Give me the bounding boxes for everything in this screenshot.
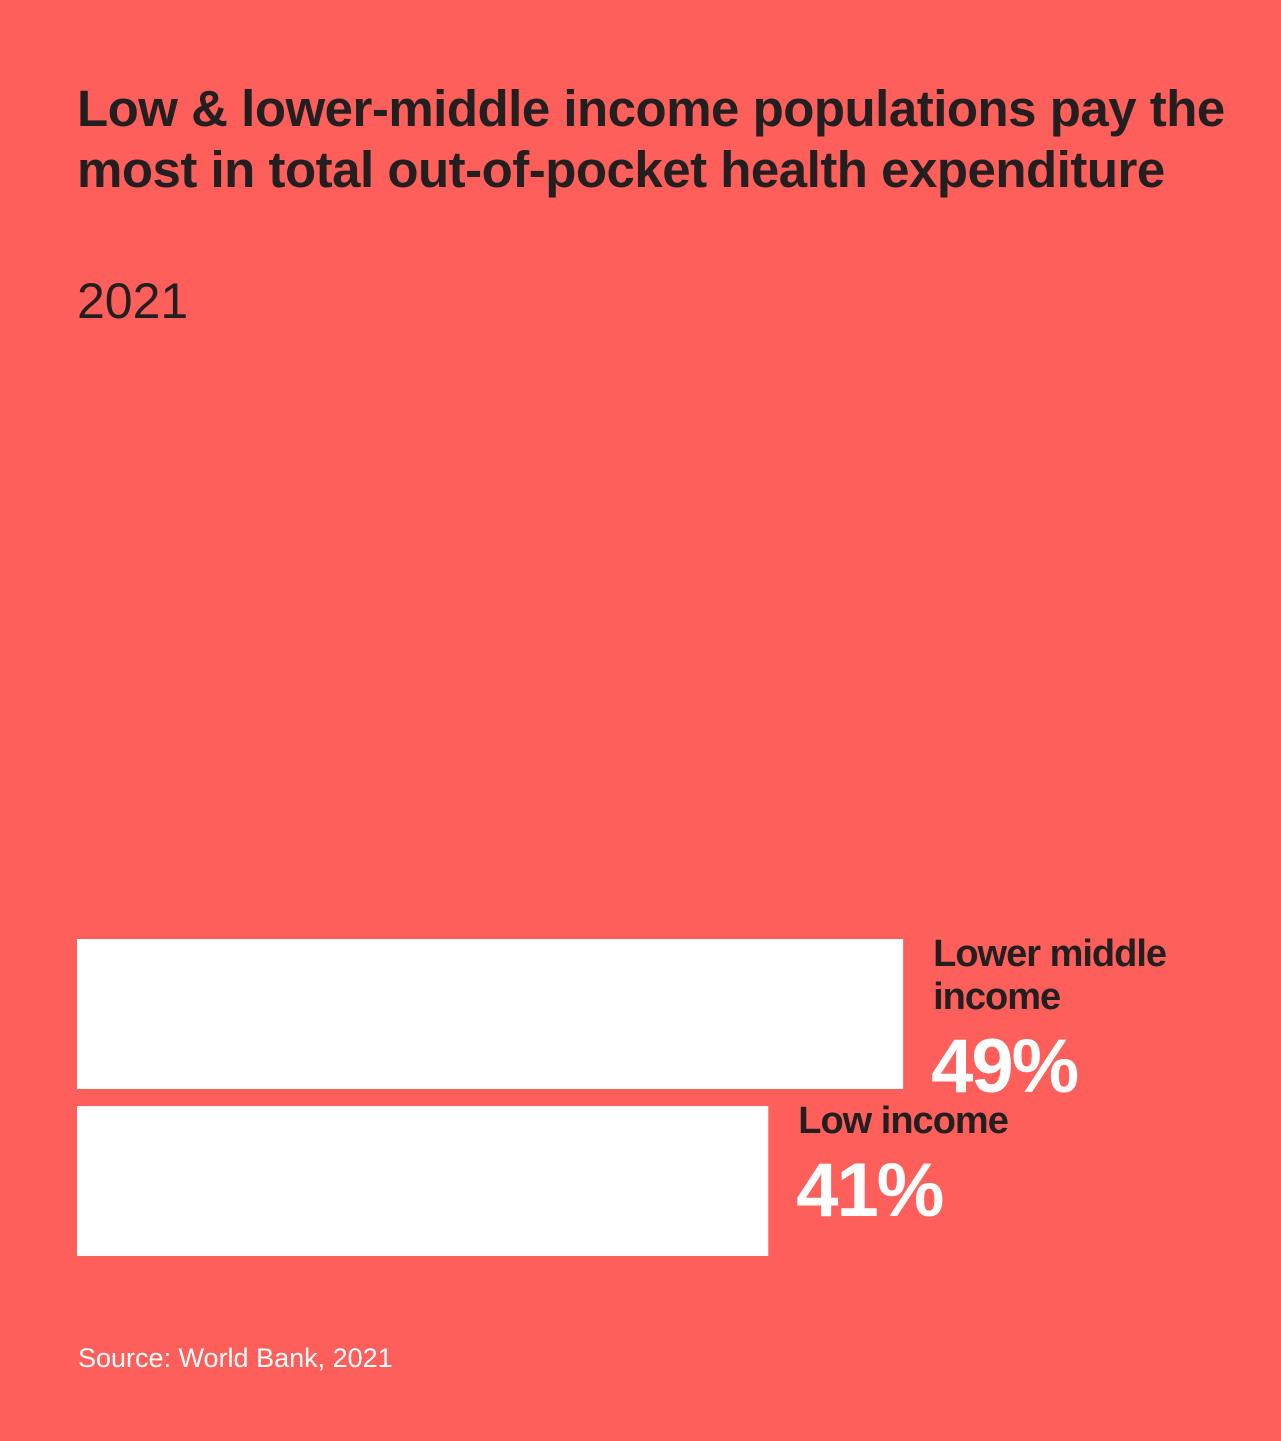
source-note: Source: World Bank, 2021 xyxy=(78,1343,393,1373)
category-label-0-line-1: income xyxy=(933,976,1060,1018)
value-label-1: 41% xyxy=(796,1148,943,1233)
chart-subtitle: 2021 xyxy=(77,273,189,329)
value-label-0: 49% xyxy=(931,1024,1078,1109)
bar-1 xyxy=(77,1106,769,1256)
category-label-0-line-0: Lower middle xyxy=(933,933,1166,975)
chart-title: Low & lower-middle income populations pa… xyxy=(77,80,1225,198)
bar-0 xyxy=(77,939,904,1089)
category-label-1-line-0: Low income xyxy=(798,1100,1008,1142)
